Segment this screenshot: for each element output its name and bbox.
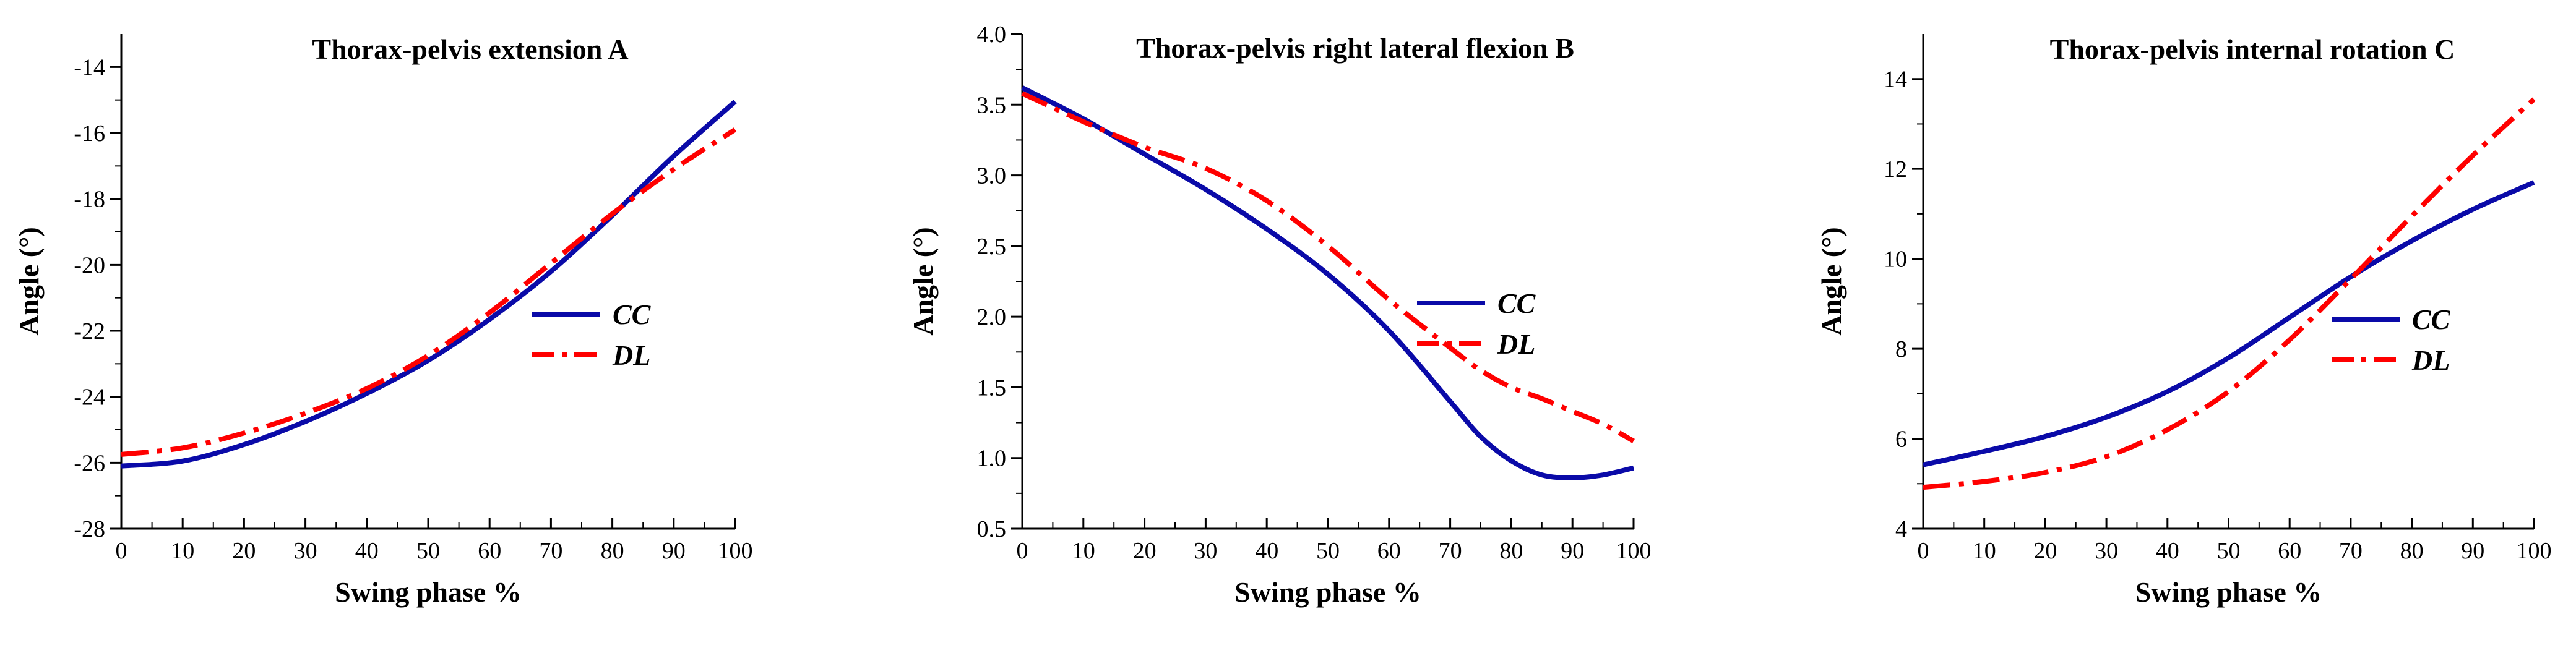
y-tick-label: 2.0 (977, 304, 1007, 330)
y-tick-label: 2.5 (977, 234, 1007, 260)
x-tick-label: 50 (1316, 538, 1340, 564)
x-tick-label: 20 (2033, 538, 2057, 564)
x-axis-title: Swing phase % (1234, 576, 1421, 608)
x-tick-label: 60 (2278, 538, 2301, 564)
chart-title: Thorax-pelvis internal rotation C (2050, 33, 2455, 65)
series-line-cc (1923, 180, 2535, 467)
y-tick-label: 8 (1895, 336, 1907, 362)
x-tick-label: 10 (1072, 538, 1095, 564)
series-line-dl (1923, 97, 2536, 490)
y-tick-label: 3.0 (977, 163, 1007, 189)
series-line-dl (1021, 91, 1635, 443)
x-tick-label: 0 (1017, 538, 1028, 564)
y-tick-label: 4.0 (977, 22, 1007, 48)
x-tick-label: 70 (2339, 538, 2363, 564)
y-tick-label: -16 (74, 121, 105, 147)
x-tick-label: 40 (355, 538, 379, 564)
x-tick-label: 50 (2217, 538, 2241, 564)
y-tick-label: -28 (74, 516, 105, 542)
x-axis-title: Swing phase % (335, 576, 522, 608)
x-axis-title: Swing phase % (2135, 576, 2322, 608)
x-tick-label: 50 (416, 538, 440, 564)
chart-thorax-pelvis-internal-rotation: 0 10 20 30 40 50 60 70 80 90 100 4 6 8 10 12 14 Thorax-pe… (1816, 33, 2552, 608)
x-tick-label: 30 (1194, 538, 1217, 564)
x-tick-label: 30 (294, 538, 317, 564)
legend-label-dl: DL (1497, 328, 1535, 360)
x-tick-label: 90 (2461, 538, 2484, 564)
x-tick-label: 90 (662, 538, 686, 564)
y-tick-label: -24 (74, 385, 105, 411)
x-tick-label: 100 (718, 538, 753, 564)
legend-label-dl: DL (2411, 344, 2450, 376)
x-tick-label: 60 (1377, 538, 1401, 564)
x-tick-label: 20 (1133, 538, 1157, 564)
y-tick-label: 4 (1895, 516, 1907, 542)
x-tick-label: 100 (1616, 538, 1652, 564)
y-tick-label: -18 (74, 187, 105, 213)
x-tick-label: 0 (1918, 538, 1929, 564)
x-tick-label: 80 (1499, 538, 1523, 564)
y-tick-label: 10 (1884, 247, 1907, 273)
y-tick-label: -22 (74, 318, 105, 344)
chart-thorax-pelvis-extension: 0 10 20 30 40 50 60 70 80 90 100 -28 -26 -24 -22 -20 -18… (13, 33, 753, 608)
x-tick-label: 90 (1561, 538, 1584, 564)
y-tick-label: 12 (1884, 156, 1907, 182)
x-tick-label: 60 (478, 538, 501, 564)
y-tick-label: 1.0 (977, 446, 1007, 472)
y-tick-label: -20 (74, 252, 105, 278)
legend-label-dl: DL (612, 339, 650, 371)
y-axis-title: Angle (°) (1816, 227, 1847, 336)
x-tick-label: 30 (2095, 538, 2118, 564)
y-tick-label: 14 (1884, 67, 1907, 93)
x-tick-label: 80 (601, 538, 624, 564)
x-tick-label: 20 (232, 538, 256, 564)
legend-label-cc: CC (613, 299, 652, 330)
x-tick-label: 100 (2517, 538, 2552, 564)
x-tick-label: 70 (1439, 538, 1462, 564)
y-tick-label: 3.5 (977, 92, 1007, 118)
chart-title: Thorax-pelvis extension A (312, 33, 628, 65)
y-axis-title: Angle (°) (907, 227, 939, 336)
x-tick-label: 10 (171, 538, 194, 564)
x-tick-label: 10 (1973, 538, 1996, 564)
y-tick-label: 6 (1895, 427, 1907, 453)
legend-label-cc: CC (1497, 288, 1536, 319)
series-line-cc (1021, 85, 1634, 480)
y-axis-title: Angle (°) (13, 227, 45, 336)
chart-thorax-pelvis-lateral-flexion: 0 10 20 30 40 50 60 70 80 90 100 0.5 1.0 1.5 2.0 2.5 3.0… (907, 22, 1652, 608)
y-tick-label: 1.5 (977, 375, 1007, 401)
y-tick-label: 0.5 (977, 516, 1007, 542)
x-tick-label: 80 (2400, 538, 2424, 564)
series-line-cc (121, 100, 737, 469)
x-tick-label: 40 (1255, 538, 1278, 564)
chart-title: Thorax-pelvis right lateral flexion B (1136, 32, 1574, 64)
x-tick-label: 70 (539, 538, 562, 564)
y-tick-label: -14 (74, 54, 105, 80)
series-line-dl (121, 127, 737, 457)
x-tick-label: 40 (2156, 538, 2179, 564)
x-tick-label: 0 (116, 538, 127, 564)
y-tick-label: -26 (74, 450, 105, 476)
legend-label-cc: CC (2412, 304, 2451, 335)
